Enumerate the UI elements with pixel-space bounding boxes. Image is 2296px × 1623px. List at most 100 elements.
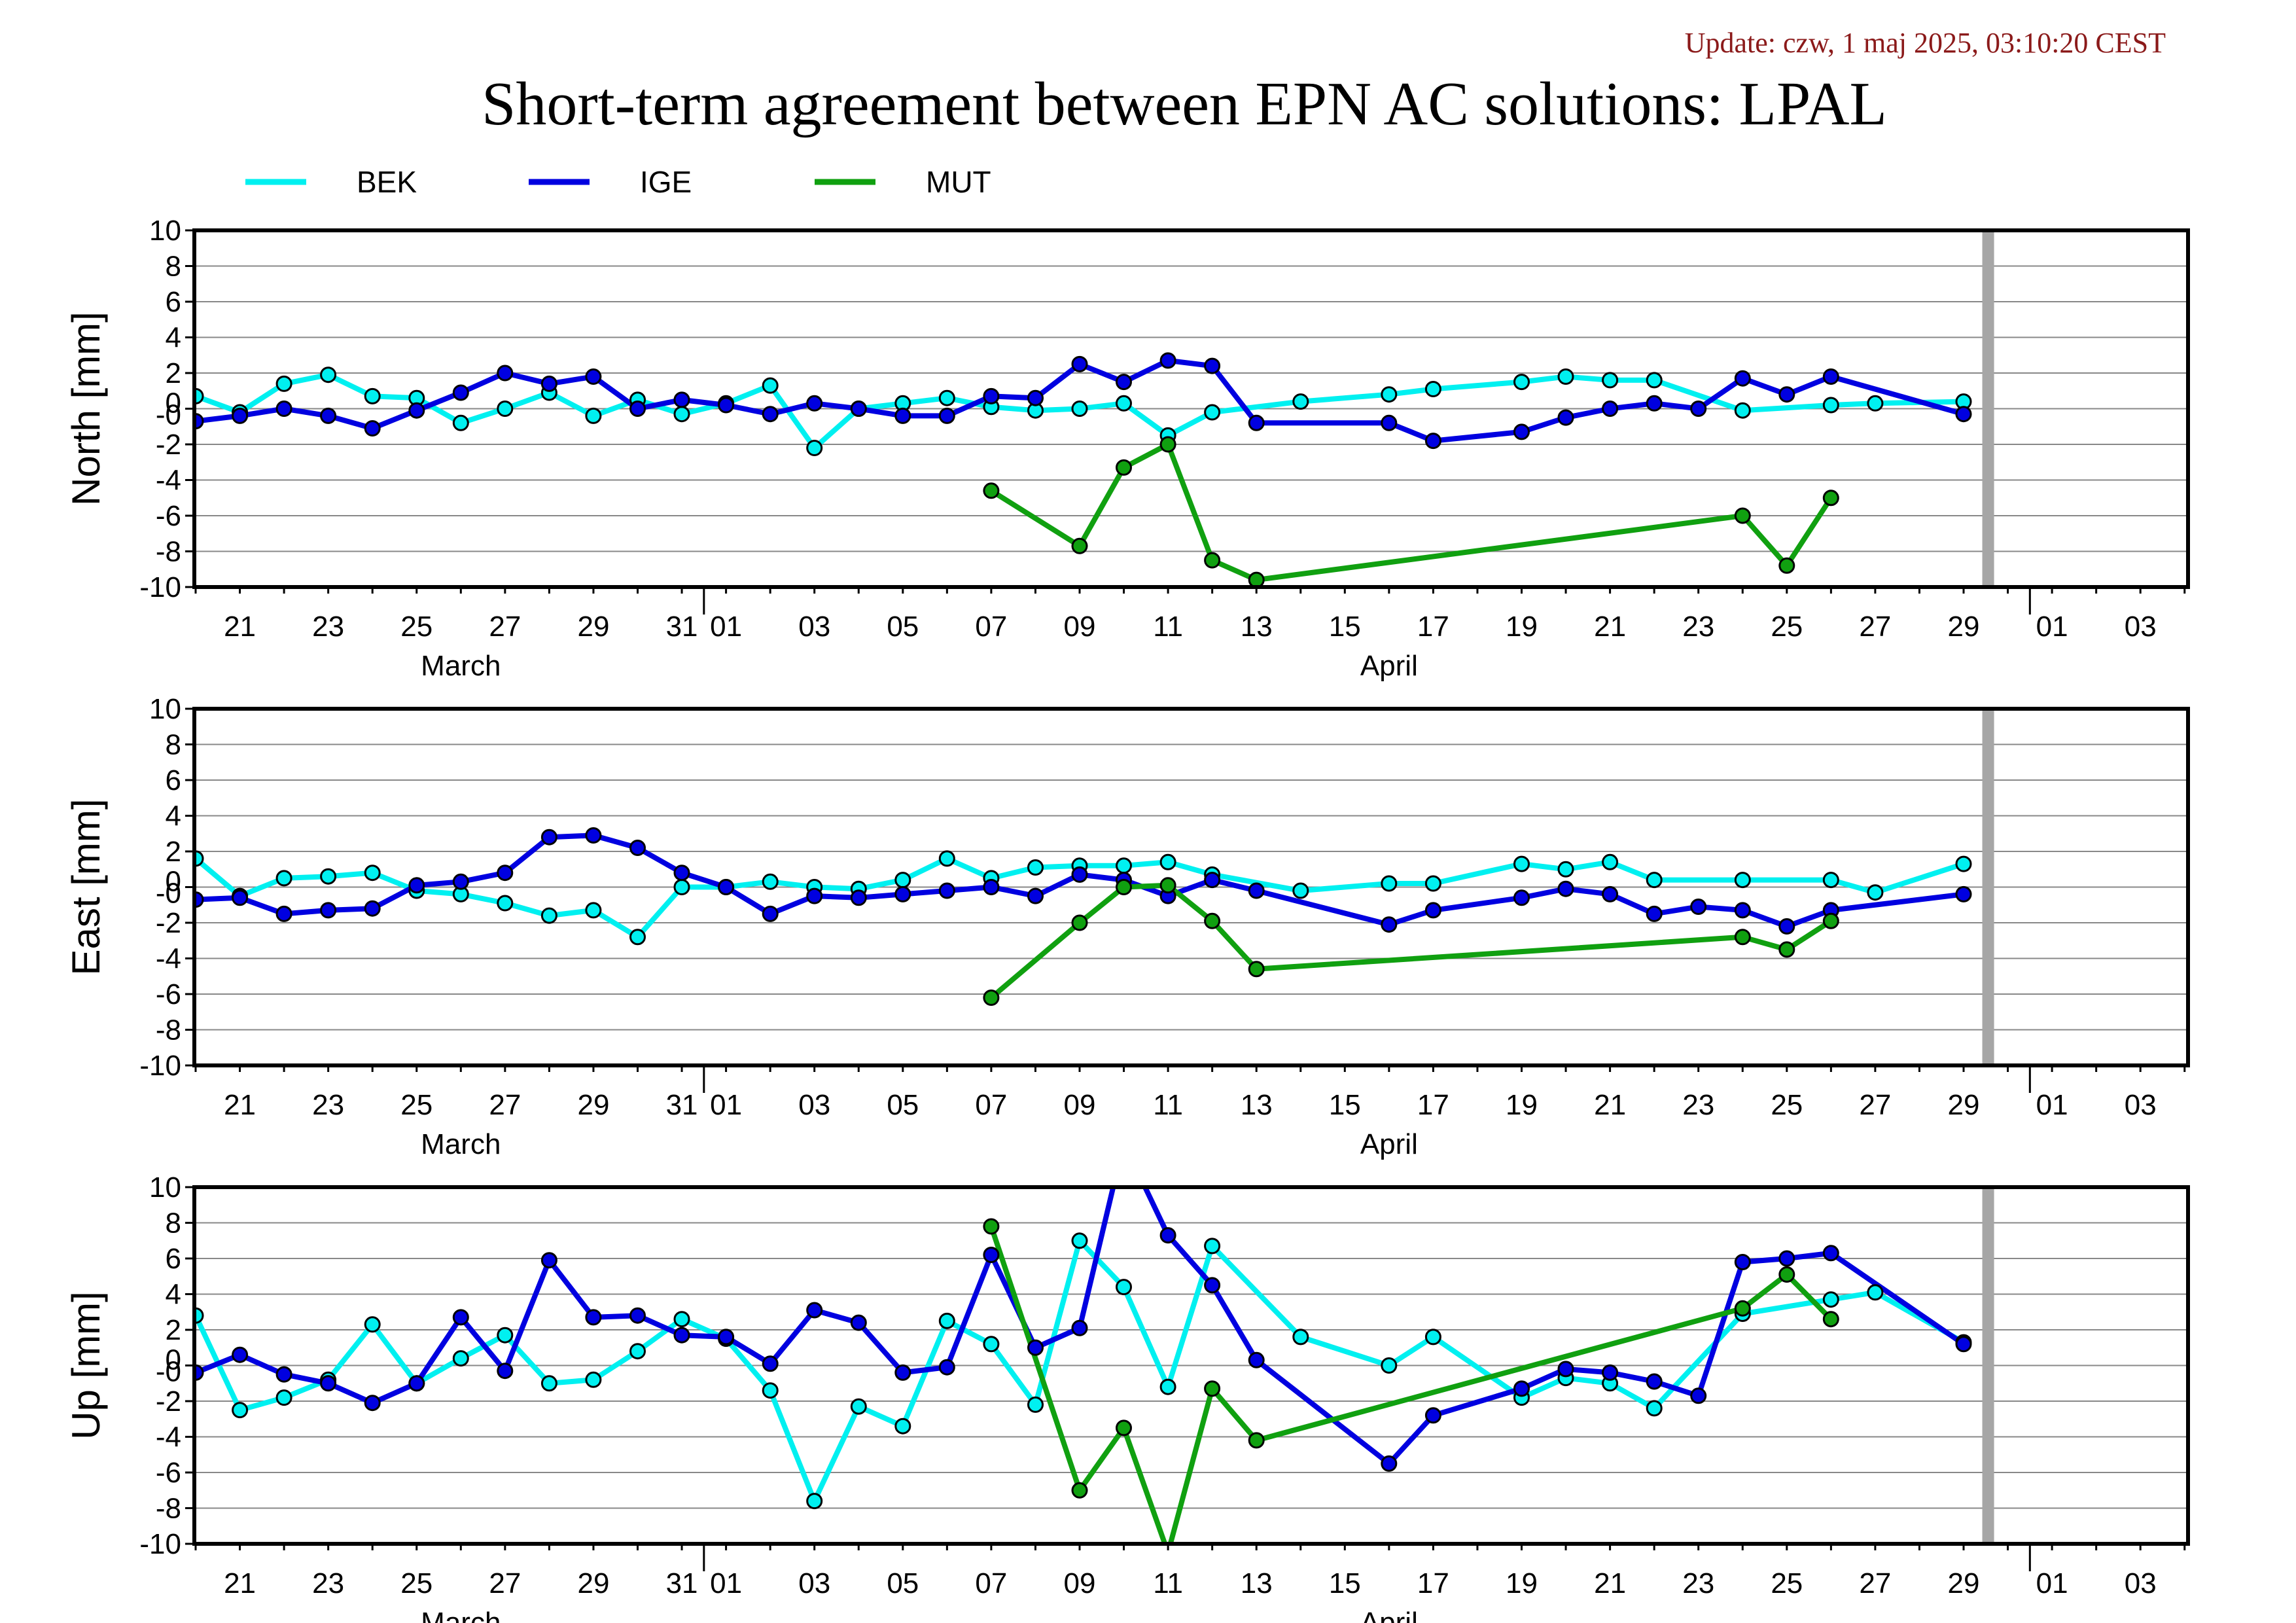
data-point-bek <box>452 414 469 431</box>
y-tick-label: 10 <box>149 1171 181 1204</box>
data-point-ige <box>232 1346 249 1363</box>
y-tick-label: 0 <box>166 866 181 898</box>
data-point-bek <box>1513 855 1530 872</box>
data-point-ige <box>1646 1373 1663 1390</box>
y-tick-label: -4 <box>156 465 181 497</box>
series-group <box>194 827 1972 1006</box>
x-tick-label: 03 <box>798 1567 830 1599</box>
data-point-ige <box>938 407 955 424</box>
data-point-ige <box>1822 1245 1839 1262</box>
data-point-ige <box>1248 882 1265 899</box>
data-point-bek <box>1734 872 1751 889</box>
x-tick-label: 01 <box>2036 611 2068 643</box>
data-point-ige <box>629 401 646 417</box>
x-tick-label: 31 <box>666 611 698 643</box>
y-tick-label: 8 <box>166 1207 181 1240</box>
data-point-bek <box>1602 372 1619 389</box>
x-tick-label: 27 <box>489 1567 521 1599</box>
data-point-mut <box>983 1218 1000 1235</box>
chart-title: Short-term agreement between EPN AC solu… <box>482 70 1887 138</box>
x-tick-label: 15 <box>1329 1567 1361 1599</box>
x-tick-label: 21 <box>1594 1089 1626 1121</box>
data-point-ige <box>1690 1387 1707 1404</box>
data-point-ige <box>452 1309 469 1326</box>
data-point-bek <box>232 1402 249 1419</box>
y-tick-label: -10 <box>139 1050 181 1082</box>
data-point-ige <box>1557 409 1574 426</box>
data-point-mut <box>1204 552 1221 569</box>
x-tick-label: 07 <box>975 1567 1007 1599</box>
data-point-mut <box>1734 507 1751 524</box>
x-tick-label: 09 <box>1064 1089 1096 1121</box>
data-point-ige <box>762 905 779 922</box>
x-tick-label: 27 <box>489 611 521 643</box>
x-tick-label: 13 <box>1241 1567 1273 1599</box>
data-point-mut <box>1071 914 1088 931</box>
data-point-mut <box>1071 537 1088 554</box>
data-point-ige <box>497 865 514 882</box>
x-tick-label: 23 <box>1682 1567 1714 1599</box>
data-point-ige <box>1602 885 1619 902</box>
data-point-bek <box>673 406 690 423</box>
data-point-ige <box>1159 1227 1176 1244</box>
y-tick-label: -6 <box>156 978 181 1010</box>
data-point-ige <box>1822 368 1839 385</box>
x-tick-label: 09 <box>1064 1567 1096 1599</box>
x-tick-label: 01 <box>2036 1567 2068 1599</box>
data-point-ige <box>1248 414 1265 431</box>
plot-frame <box>192 707 2190 1067</box>
data-point-bek <box>938 850 955 867</box>
data-point-bek <box>938 1312 955 1329</box>
x-month-label: March <box>421 650 501 682</box>
y-tick-label: 0 <box>166 387 181 419</box>
x-month-label: April <box>1360 1128 1418 1160</box>
x-tick-label: 21 <box>224 1567 256 1599</box>
x-month-label: April <box>1360 650 1418 682</box>
data-point-ige <box>1424 433 1441 450</box>
y-tick-label: 6 <box>166 286 181 318</box>
data-point-bek <box>806 1493 823 1510</box>
x-tick-label: 21 <box>224 1089 256 1121</box>
data-point-ige <box>1646 905 1663 922</box>
data-point-ige <box>540 375 557 392</box>
y-tick-label: -0 <box>156 1356 181 1388</box>
data-point-ige <box>497 1363 514 1380</box>
data-point-bek <box>1204 404 1221 421</box>
data-point-bek <box>1734 402 1751 419</box>
data-point-ige <box>364 1395 381 1412</box>
data-point-ige <box>540 829 557 846</box>
data-point-ige <box>629 1307 646 1324</box>
data-point-bek <box>1071 1232 1088 1249</box>
data-point-ige <box>1204 357 1221 374</box>
x-tick-label: 31 <box>666 1567 698 1599</box>
data-point-ige <box>718 397 735 414</box>
data-point-bek <box>1071 401 1088 417</box>
data-point-ige <box>320 902 337 919</box>
y-tick-label: 2 <box>166 357 181 389</box>
data-point-bek <box>275 870 292 887</box>
x-tick-label: 19 <box>1506 611 1538 643</box>
data-point-mut <box>1734 929 1751 946</box>
data-point-bek <box>497 401 514 417</box>
data-point-bek <box>585 902 602 919</box>
x-tick-label: 29 <box>577 1089 609 1121</box>
data-point-bek <box>1822 1291 1839 1308</box>
data-point-ige <box>408 1375 425 1392</box>
legend-label-bek: BEK <box>357 165 417 199</box>
data-point-mut <box>983 482 1000 499</box>
data-point-bek <box>1027 1396 1044 1413</box>
data-point-mut <box>1778 557 1795 574</box>
x-tick-label: 09 <box>1064 611 1096 643</box>
data-point-mut <box>1116 459 1132 476</box>
data-point-ige <box>232 889 249 906</box>
data-point-ige <box>1071 866 1088 883</box>
data-point-ige <box>894 407 911 424</box>
data-point-bek <box>762 377 779 394</box>
data-point-mut <box>1159 877 1176 894</box>
data-point-bek <box>1116 1279 1132 1296</box>
y-tick-label: 4 <box>166 800 181 832</box>
data-point-bek <box>1159 1378 1176 1395</box>
legend: BEK IGE MUT <box>245 165 991 199</box>
